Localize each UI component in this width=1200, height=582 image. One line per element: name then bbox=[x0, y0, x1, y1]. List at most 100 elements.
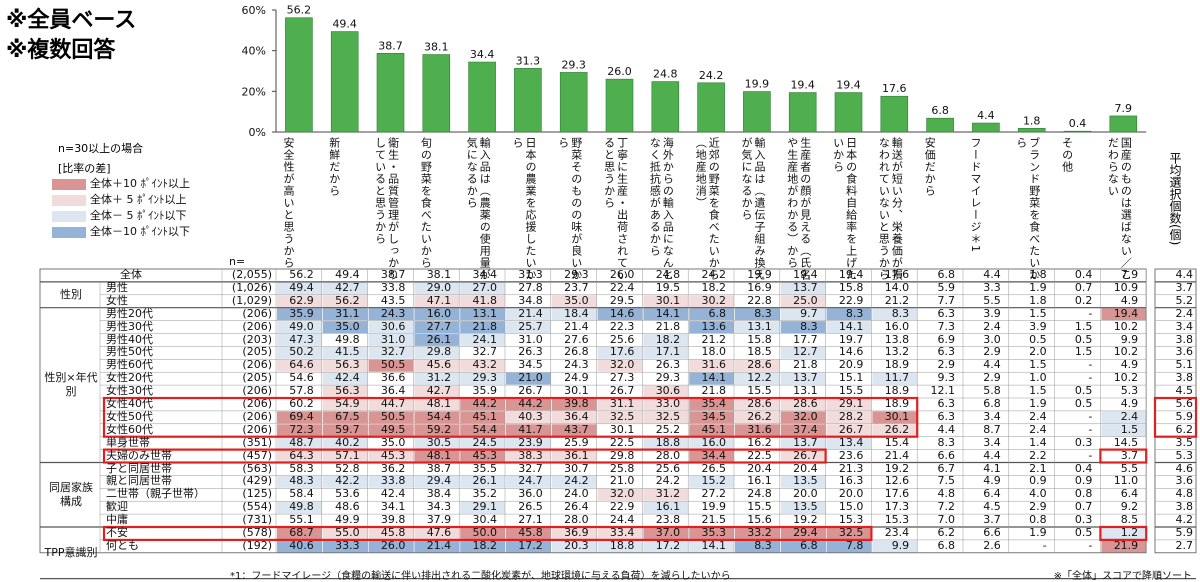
table-cell: 17.6 bbox=[609, 345, 635, 359]
table-cell: 1.5 bbox=[1120, 422, 1139, 436]
table-cell: 67.5 bbox=[335, 409, 360, 423]
avg-cell: 6.2 bbox=[1175, 422, 1194, 436]
shade-cell bbox=[277, 321, 322, 333]
table-cell: 14.6 bbox=[609, 306, 635, 320]
shade-cell bbox=[643, 437, 689, 450]
table-cell: 26.5 bbox=[518, 500, 543, 514]
shade-cell bbox=[460, 450, 505, 462]
table-cell: 16.2 bbox=[747, 435, 772, 449]
legend-item: 全体＋ 5 ﾎﾟｲﾝﾄ以上 bbox=[52, 192, 190, 208]
table-cell: 31.1 bbox=[609, 397, 635, 410]
avg-cell: 2.4 bbox=[1175, 306, 1194, 320]
shade-cell bbox=[414, 372, 460, 385]
table-cell: 2.4 bbox=[1029, 422, 1047, 436]
table-cell: 43.2 bbox=[472, 358, 497, 372]
table-cell: 54.4 bbox=[472, 422, 497, 436]
table-cell: 41.8 bbox=[472, 293, 497, 307]
bar bbox=[972, 122, 1000, 133]
y-tick-label: 20% bbox=[242, 85, 266, 98]
shade-cell bbox=[368, 334, 414, 346]
table-cell: 4.0 bbox=[1029, 487, 1047, 501]
table-cell: 1.5 bbox=[1074, 345, 1093, 359]
row-n: (206) bbox=[242, 319, 272, 333]
shade-cell bbox=[460, 540, 505, 553]
table-cell: 19.7 bbox=[838, 332, 864, 346]
table-cell: 13.5 bbox=[793, 474, 818, 488]
legend-item: 全体－10 ﾎﾟｲﾝﾄ以下 bbox=[52, 224, 190, 240]
table-cell: 0.5 bbox=[1074, 526, 1093, 539]
table-cell: 53.6 bbox=[335, 487, 360, 501]
bar-value-label: 4.4 bbox=[977, 109, 995, 122]
table-cell: 17.2 bbox=[518, 538, 543, 552]
table-cell: 36.6 bbox=[380, 371, 406, 385]
shade-cell bbox=[735, 411, 780, 424]
table-cell: 12.2 bbox=[747, 371, 772, 385]
table-cell: 18.2 bbox=[701, 280, 726, 294]
table-cell: 32.5 bbox=[838, 526, 864, 539]
table-cell: 41.7 bbox=[518, 422, 543, 436]
table-cell: 2.0 bbox=[1029, 345, 1047, 359]
table-cell: 4.5 bbox=[983, 500, 1001, 514]
table-cell: 2.1 bbox=[1029, 461, 1047, 475]
shade-cell bbox=[460, 424, 505, 437]
shade-cell bbox=[689, 437, 734, 450]
table-cell: 33.8 bbox=[380, 474, 406, 488]
bar-value-label: 1.8 bbox=[1023, 114, 1041, 127]
table-cell: 15.5 bbox=[838, 384, 864, 398]
table-cell: 23.9 bbox=[518, 435, 543, 449]
shade-cell bbox=[597, 346, 643, 359]
shade-cell bbox=[1101, 527, 1147, 540]
table-cell: 36.0 bbox=[518, 487, 543, 501]
table-cell: 43.5 bbox=[380, 293, 406, 307]
row-n: (205) bbox=[242, 345, 272, 359]
table-cell: 2.2 bbox=[1029, 448, 1047, 462]
row-n: (125) bbox=[242, 487, 272, 501]
table-cell: 49.0 bbox=[289, 319, 314, 333]
shade-cell bbox=[735, 372, 780, 385]
bar bbox=[422, 54, 451, 133]
table-cell: 45.8 bbox=[518, 526, 543, 539]
table-cell: 7.2 bbox=[937, 500, 955, 514]
table-cell: 21.8 bbox=[793, 358, 818, 372]
shade-cell bbox=[597, 411, 643, 424]
shade-cell bbox=[277, 346, 322, 359]
table-cell: 4.4 bbox=[983, 358, 1001, 372]
table-cell: 32.5 bbox=[609, 409, 635, 423]
shade-cell bbox=[1101, 308, 1147, 321]
shade-cell bbox=[506, 424, 551, 437]
group-label: 同居家族構成 bbox=[49, 480, 93, 508]
shade-cell bbox=[322, 372, 368, 385]
table-cell: 57.1 bbox=[335, 448, 360, 462]
bar bbox=[330, 31, 359, 133]
table-cell: 5.9 bbox=[937, 280, 955, 294]
shade-cell bbox=[506, 372, 551, 385]
table-cell: 32.7 bbox=[518, 461, 543, 475]
row-label: 夫婦のみ世帯 bbox=[106, 448, 172, 462]
table-cell: - bbox=[1042, 538, 1047, 552]
table-cell: 52.8 bbox=[335, 461, 360, 475]
table-cell: 24.1 bbox=[472, 332, 497, 346]
shade-cell bbox=[780, 295, 826, 308]
table-cell: 33.0 bbox=[655, 397, 681, 410]
table-cell: 27.0 bbox=[472, 280, 497, 294]
table-cell: 20.0 bbox=[793, 487, 818, 501]
table-cell: 27.8 bbox=[518, 280, 543, 294]
table-cell: - bbox=[1088, 422, 1093, 436]
shade-cell bbox=[322, 398, 368, 411]
group-label: 性別×年代別 bbox=[44, 371, 98, 399]
table-cell: 24.2 bbox=[701, 268, 726, 281]
table-cell: 1.0 bbox=[1029, 371, 1047, 385]
table-cell: 2.6 bbox=[983, 538, 1001, 552]
shade-cell bbox=[460, 295, 505, 308]
table-cell: 8.7 bbox=[983, 422, 1001, 436]
table-cell: 24.8 bbox=[655, 268, 681, 281]
table-cell: 13.8 bbox=[884, 332, 910, 346]
shade-cell bbox=[277, 308, 322, 321]
table-cell: 40.6 bbox=[289, 538, 314, 552]
table-cell: 19.9 bbox=[747, 268, 772, 281]
table-cell: 17.6 bbox=[884, 268, 910, 281]
row-n: (351) bbox=[242, 435, 272, 449]
column-label: フードマイレージ＊1 bbox=[969, 137, 982, 253]
shade-cell bbox=[780, 437, 826, 450]
shade-cell bbox=[368, 411, 414, 424]
